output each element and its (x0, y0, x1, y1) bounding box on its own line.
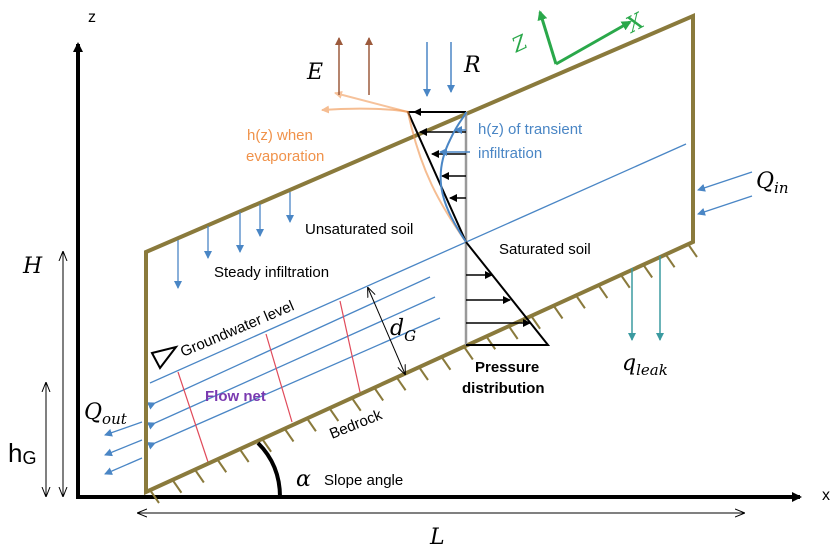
outflow-arrow (104, 457, 143, 475)
alpha-label: α (296, 467, 311, 492)
slope-z-axis (537, 10, 558, 65)
equipotential-line (177, 371, 209, 463)
hatch-mark (373, 386, 384, 402)
hatch-mark (619, 274, 631, 289)
L-label: L (429, 525, 445, 550)
steady-infiltration-label: Steady infiltration (214, 264, 329, 281)
hatch-mark (597, 284, 609, 299)
transient-h-label-1: h(z) of transient (478, 121, 583, 138)
leak-arrows (628, 256, 664, 341)
equipotential-line (265, 333, 293, 423)
pressure-label-1: Pressure (475, 359, 539, 376)
hatch-mark (552, 304, 564, 320)
hatch-mark (328, 407, 340, 422)
E-label: E (306, 60, 323, 85)
H-label: H (22, 254, 43, 279)
groundwater-level-label: Groundwater level (178, 297, 297, 360)
hatch-mark (687, 243, 698, 258)
evaporation-h-label-1: h(z) when (247, 127, 313, 144)
hatch-mark (171, 479, 183, 494)
slope-z-label: Z (507, 29, 532, 58)
saturated-soil-label: Saturated soil (499, 241, 591, 258)
inflow-arrow (697, 195, 753, 216)
hatch-mark (463, 345, 474, 361)
slope-angle-label: Slope angle (324, 472, 403, 489)
outflow-arrow (104, 439, 143, 457)
hatch-mark (418, 366, 429, 381)
z-axis-label: z (88, 9, 96, 26)
hG-label: hG (8, 438, 36, 468)
hatch-mark (350, 397, 362, 412)
hatch-mark (194, 468, 205, 484)
hatch-mark (395, 376, 407, 391)
bedrock-label: Bedrock (327, 406, 385, 443)
groundwater-line (149, 143, 687, 384)
Qout-label: Qout (84, 400, 128, 428)
hatch-mark (485, 335, 497, 350)
outflow-arrow (104, 421, 143, 437)
slope-x-axis (555, 20, 632, 66)
qleak-label: qleak (622, 351, 668, 379)
inflow-arrow (697, 171, 753, 192)
bedrock-hatching (149, 243, 698, 504)
groundwater-symbol (150, 345, 179, 370)
Qin-label: Qin (756, 169, 789, 197)
transient-h-label-2: infiltration (478, 145, 542, 162)
x-axis-label: x (822, 487, 830, 504)
dG-dimension (368, 288, 405, 374)
hatch-mark (149, 489, 160, 504)
hatch-mark (440, 356, 452, 371)
pressure-label-2: distribution (462, 380, 545, 397)
flow-net-label: Flow net (205, 388, 266, 405)
hatch-mark (507, 325, 519, 340)
outflow-arrows (104, 421, 143, 475)
hatch-mark (642, 263, 653, 279)
steady-infiltration-arrows (174, 192, 294, 289)
hatch-mark (306, 417, 317, 432)
unsaturated-soil-label: Unsaturated soil (305, 221, 413, 238)
hatch-mark (530, 315, 541, 330)
evaporation-h-curve (321, 105, 467, 243)
evaporation-h-label-2: evaporation (246, 148, 324, 165)
slope-outline (144, 12, 695, 496)
inflow-arrows (697, 171, 753, 216)
slope-angle-arc (256, 441, 282, 498)
rainfall-arrows (423, 42, 455, 97)
transient-h-curve (439, 111, 467, 243)
R-label: R (463, 53, 481, 78)
hatch-mark (261, 438, 272, 453)
hatch-mark (664, 253, 676, 268)
equipotential-line (339, 300, 361, 393)
hatch-mark (575, 294, 586, 309)
pressure-arrows (413, 108, 531, 327)
dG-label: dG (390, 316, 416, 345)
hatch-mark (216, 458, 228, 473)
evaporation-h-curve-2 (334, 90, 409, 113)
hatch-mark (283, 427, 295, 443)
equipotential-lines (177, 300, 361, 463)
hatch-mark (238, 448, 250, 463)
evaporation-arrows (335, 37, 373, 95)
